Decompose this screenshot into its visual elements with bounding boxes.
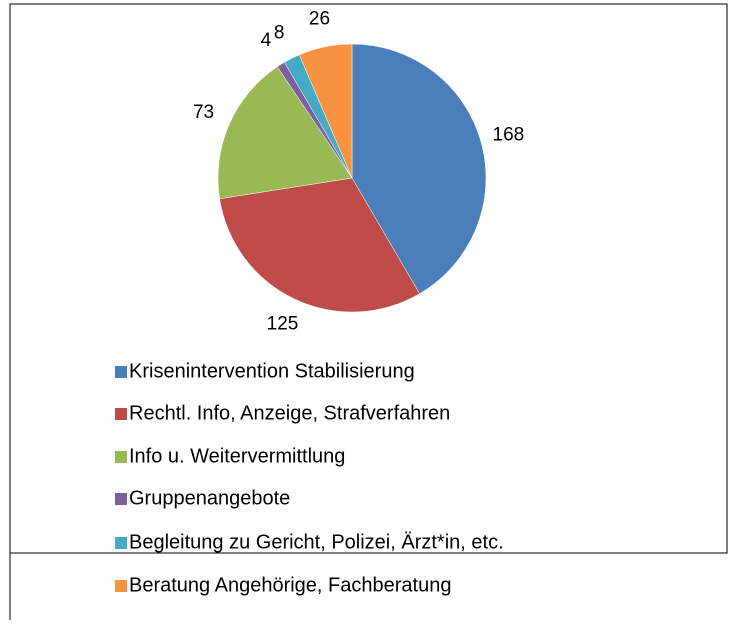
legend-label: Begleitung zu Gericht, Polizei, Ärzt*in,… <box>129 531 504 553</box>
pie-slice <box>217 66 353 200</box>
legend-swatch <box>115 408 127 420</box>
legend-label: Rechtl. Info, Anzeige, Strafverfahren <box>129 402 450 424</box>
data-label: 26 <box>309 8 330 29</box>
legend-swatch <box>115 493 127 505</box>
data-label: 73 <box>193 102 214 123</box>
data-label: 125 <box>267 313 299 334</box>
legend-label: Beratung Angehörige, Fachberatung <box>129 574 451 596</box>
legend-swatch <box>115 580 127 592</box>
pie-slice <box>351 43 487 295</box>
chart-frame <box>9 3 728 554</box>
pie-slice <box>298 43 353 179</box>
legend-label: Info u. Weitervermittlung <box>129 445 345 467</box>
legend-swatch <box>115 366 127 378</box>
legend-label: Krisenintervention Stabilisierung <box>129 360 415 382</box>
legend-swatch <box>115 451 127 463</box>
legend-swatch <box>115 537 127 549</box>
legend-label: Gruppenangebote <box>129 487 290 509</box>
data-label: 4 <box>261 30 272 51</box>
data-label: 168 <box>493 125 525 146</box>
pie-slice <box>219 177 420 313</box>
data-label: 8 <box>274 22 285 43</box>
